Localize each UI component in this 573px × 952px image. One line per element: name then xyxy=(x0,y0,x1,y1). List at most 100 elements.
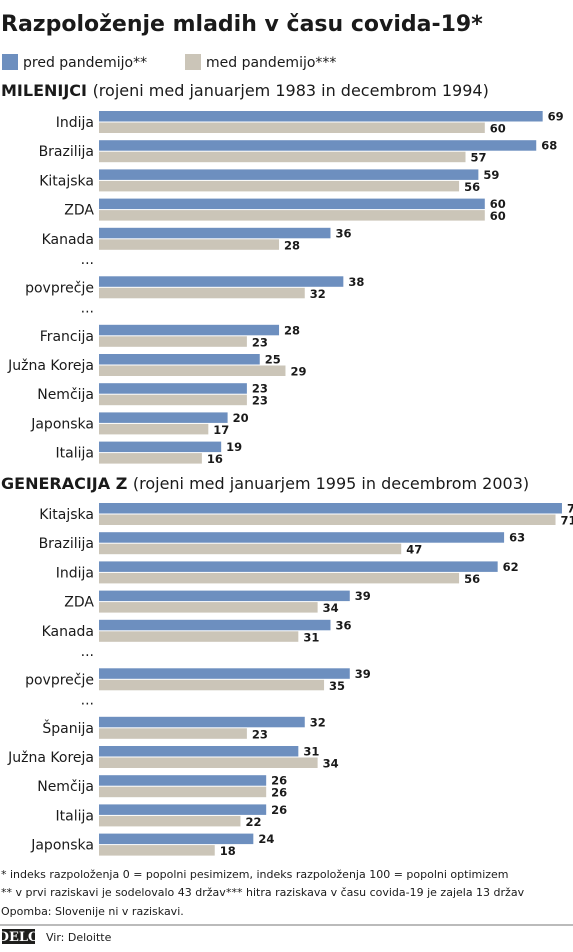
category-label-italija: Italija xyxy=(56,446,94,462)
value-before-kitajska: 59 xyxy=(483,168,499,182)
category-label-kanada: Kanada xyxy=(42,624,94,640)
value-before-indija: 69 xyxy=(548,110,564,124)
bar-during-italija xyxy=(99,815,241,827)
value-during-indija: 56 xyxy=(464,572,480,586)
ellipsis-marker: ... xyxy=(81,644,94,660)
category-label-francija: Francija xyxy=(40,329,94,345)
category-label-italija: Italija xyxy=(56,808,94,824)
bar-during-južna-koreja xyxy=(99,757,318,768)
chart-group-1: MILENIJCI (rojeni med januarjem 1983 in … xyxy=(1,81,564,466)
chart-groups: MILENIJCI (rojeni med januarjem 1983 in … xyxy=(1,81,573,858)
delo-logo-text: DELO xyxy=(0,930,39,945)
delo-logo-box xyxy=(2,929,35,944)
value-during-zda: 60 xyxy=(490,209,506,223)
value-before-španija: 32 xyxy=(310,715,326,729)
value-during-italija: 22 xyxy=(245,815,261,829)
bar-during-brazilija xyxy=(99,543,402,555)
bar-before-kanada xyxy=(99,619,331,631)
legend-swatch-during xyxy=(185,54,201,70)
category-label-indija: Indija xyxy=(56,565,94,581)
legend-label-before: pred pandemijo** xyxy=(23,55,147,71)
bar-during-zda xyxy=(99,210,485,221)
ellipsis-marker: ... xyxy=(81,693,94,709)
bar-before-brazilija xyxy=(99,532,505,543)
bar-during-južna-koreja xyxy=(99,365,286,376)
bar-before-indija xyxy=(99,111,543,122)
value-during-južna-koreja: 34 xyxy=(323,757,339,771)
value-during-brazilija: 47 xyxy=(406,543,422,557)
bar-during-indija xyxy=(99,122,485,133)
bar-before-južna-koreja xyxy=(99,354,260,365)
value-during-zda: 34 xyxy=(323,601,339,615)
category-label-japonska: Japonska xyxy=(30,838,94,854)
bar-before-španija xyxy=(99,716,305,728)
footnote-slovenia: Opomba: Slovenije ni v raziskavi. xyxy=(1,905,184,918)
bar-before-zda xyxy=(99,198,485,210)
bar-during-kitajska xyxy=(99,514,556,525)
value-before-kanada: 36 xyxy=(335,618,351,632)
value-before-nemčija: 23 xyxy=(252,382,268,396)
bar-before-kitajska xyxy=(99,169,479,180)
group-name: GENERACIJA Z xyxy=(1,474,133,493)
bar-during-povprečje xyxy=(99,679,325,691)
legend: pred pandemijo** med pandemijo*** xyxy=(2,54,336,71)
value-during-italija: 16 xyxy=(207,452,223,466)
value-during-povprečje: 32 xyxy=(310,287,326,301)
ellipsis-marker: ... xyxy=(81,252,94,268)
value-before-japonska: 24 xyxy=(258,832,274,846)
value-during-španija: 23 xyxy=(252,727,268,741)
bar-during-nemčija xyxy=(99,786,267,798)
bar-during-indija xyxy=(99,572,460,584)
bar-before-povprečje xyxy=(99,276,344,287)
value-during-južna-koreja: 29 xyxy=(290,365,306,379)
value-during-kitajska: 71 xyxy=(561,514,573,528)
bar-before-povprečje xyxy=(99,668,350,679)
bar-before-japonska xyxy=(99,833,254,845)
chart-title: Razpoloženje mladih v času covida-19* xyxy=(1,12,483,37)
bar-during-španija xyxy=(99,728,247,739)
bar-before-italija xyxy=(99,441,222,453)
value-before-indija: 62 xyxy=(503,560,519,574)
category-label-povprečje: povprečje xyxy=(25,280,94,296)
value-before-nemčija: 26 xyxy=(271,774,287,788)
bar-during-brazilija xyxy=(99,151,466,163)
value-during-japonska: 18 xyxy=(220,844,236,858)
value-during-nemčija: 26 xyxy=(271,786,287,800)
bar-before-francija xyxy=(99,324,280,336)
value-before-italija: 26 xyxy=(271,803,287,817)
category-label-japonska: Japonska xyxy=(30,416,94,432)
bar-during-kanada xyxy=(99,631,299,642)
value-before-povprečje: 39 xyxy=(355,667,371,681)
bar-during-zda xyxy=(99,602,318,613)
group-name: MILENIJCI xyxy=(1,81,93,100)
group-description: (rojeni med januarjem 1983 in decembrom … xyxy=(93,81,489,100)
value-during-francija: 23 xyxy=(252,335,268,349)
value-during-kanada: 31 xyxy=(303,630,319,644)
value-before-francija: 28 xyxy=(284,323,300,337)
bar-before-južna-koreja xyxy=(99,746,299,757)
category-label-nemčija: Nemčija xyxy=(37,387,94,403)
value-during-povprečje: 35 xyxy=(329,679,345,693)
bar-during-kanada xyxy=(99,239,280,250)
chart-group-2: GENERACIJA Z (rojeni med januarjem 1995 … xyxy=(1,474,573,858)
category-label-brazilija: Brazilija xyxy=(39,536,94,552)
footnote-second-survey: *** hitra raziskava v času covida-19 je … xyxy=(226,886,525,899)
value-before-kanada: 36 xyxy=(335,226,351,240)
bar-during-francija xyxy=(99,336,247,347)
value-during-indija: 60 xyxy=(490,122,506,136)
bar-before-nemčija xyxy=(99,383,247,394)
value-during-nemčija: 23 xyxy=(252,394,268,408)
footnote-first-survey: ** v prvi raziskavi je sodelovalo 43 drž… xyxy=(1,886,226,899)
bar-before-nemčija xyxy=(99,775,267,786)
value-before-italija: 19 xyxy=(226,440,242,454)
ellipsis-marker: ... xyxy=(81,301,94,317)
bar-during-nemčija xyxy=(99,394,247,406)
category-label-kanada: Kanada xyxy=(42,232,94,248)
value-before-povprečje: 38 xyxy=(348,275,364,289)
bar-before-japonska xyxy=(99,412,228,423)
category-label-indija: Indija xyxy=(56,115,94,131)
category-label-nemčija: Nemčija xyxy=(37,779,94,795)
bar-before-zda xyxy=(99,590,350,602)
category-label-španija: Španija xyxy=(42,719,94,737)
